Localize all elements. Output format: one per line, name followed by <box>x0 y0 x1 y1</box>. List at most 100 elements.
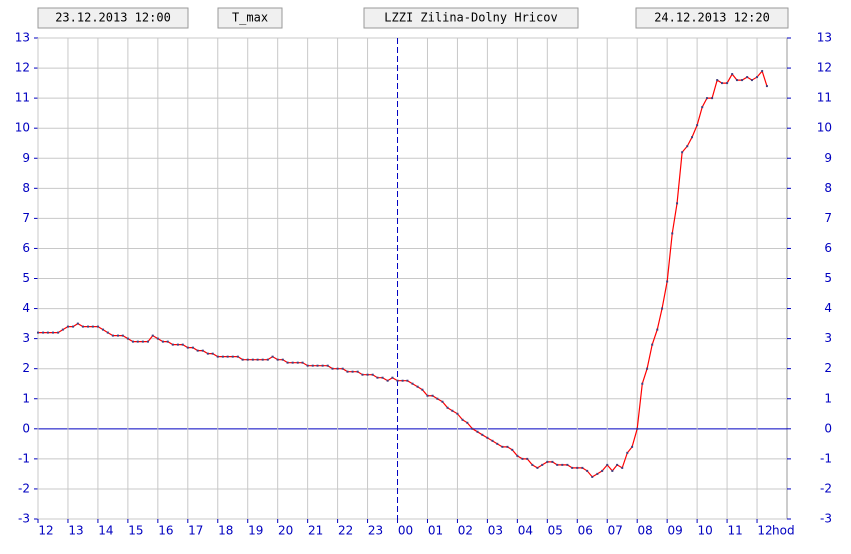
y2-tick-label: 9 <box>824 151 832 165</box>
data-point <box>441 400 444 403</box>
y-tick-label: 0 <box>22 421 30 435</box>
data-point <box>121 334 124 337</box>
y-tick-label: 10 <box>15 121 30 135</box>
data-point <box>651 343 654 346</box>
data-point <box>706 97 709 100</box>
y2-tick-label: -3 <box>820 512 832 526</box>
data-point <box>211 352 214 355</box>
data-point <box>686 145 689 148</box>
y-tick-label: 3 <box>22 331 30 345</box>
data-point <box>136 340 139 343</box>
data-point <box>106 331 109 334</box>
data-point <box>151 334 154 337</box>
data-point <box>51 331 54 334</box>
data-point <box>416 385 419 388</box>
x-tick-label: 19 <box>248 524 263 538</box>
data-point <box>401 379 404 382</box>
data-point <box>201 349 204 352</box>
data-point <box>631 445 634 448</box>
data-point <box>731 73 734 76</box>
y2-tick-label: 7 <box>824 211 832 225</box>
data-point <box>596 472 599 475</box>
data-point <box>251 358 254 361</box>
data-point <box>96 325 99 328</box>
data-point <box>426 394 429 397</box>
data-point <box>726 82 729 85</box>
x-tick-label: 21 <box>308 524 323 538</box>
data-point <box>57 331 60 334</box>
y-tick-label: -2 <box>18 481 30 495</box>
data-point <box>551 460 554 463</box>
data-point <box>516 454 519 457</box>
data-point <box>601 469 604 472</box>
data-point <box>536 466 539 469</box>
x-tick-label: 02 <box>458 524 473 538</box>
x-tick-label: 17 <box>188 524 203 538</box>
data-point <box>481 433 484 436</box>
x-tick-label: 07 <box>608 524 623 538</box>
data-point <box>141 340 144 343</box>
data-point <box>681 151 684 154</box>
data-point <box>436 397 439 400</box>
data-point <box>521 457 524 460</box>
data-point <box>246 358 249 361</box>
data-point <box>351 370 354 373</box>
data-point <box>81 325 84 328</box>
data-point <box>626 451 629 454</box>
data-point <box>42 331 45 334</box>
data-point <box>386 379 389 382</box>
y2-tick-label: 10 <box>817 121 832 135</box>
data-point <box>576 466 579 469</box>
header: 23.12.2013 12:00 T_max LZZI Zilina-Dolny… <box>37 7 789 29</box>
y-tick-label: 2 <box>22 361 30 375</box>
data-point <box>346 370 349 373</box>
data-point <box>171 343 174 346</box>
data-point <box>711 97 714 100</box>
data-point <box>541 463 544 466</box>
x-tick-label: 05 <box>548 524 563 538</box>
data-point <box>506 445 509 448</box>
data-point <box>666 280 669 283</box>
data-point <box>735 79 738 82</box>
data-point <box>66 325 69 328</box>
data-point <box>111 334 114 337</box>
data-point <box>166 340 169 343</box>
data-point <box>396 379 399 382</box>
y2-tick-label: 4 <box>824 301 832 315</box>
y2-tick-label: -2 <box>820 481 832 495</box>
data-point <box>691 136 694 139</box>
data-point <box>421 388 424 391</box>
data-point <box>741 79 744 82</box>
data-point <box>406 379 409 382</box>
x-tick-label: 18 <box>218 524 233 538</box>
data-point <box>661 307 664 310</box>
data-point <box>196 349 199 352</box>
data-point <box>381 376 384 379</box>
parameter: T_max <box>232 11 268 25</box>
station: LZZI Zilina-Dolny Hricov <box>384 11 557 25</box>
data-point <box>296 361 299 364</box>
data-point <box>716 79 719 82</box>
data-point <box>186 346 189 349</box>
data-point <box>491 439 494 442</box>
data-point <box>131 340 134 343</box>
data-point <box>720 82 723 85</box>
data-point <box>456 412 459 415</box>
data-point <box>646 367 649 370</box>
data-point <box>271 355 274 358</box>
data-point <box>356 370 359 373</box>
data-point <box>331 367 334 370</box>
data-point <box>411 382 414 385</box>
data-point <box>571 466 574 469</box>
data-point <box>606 463 609 466</box>
y2-tick-label: 11 <box>817 91 832 105</box>
data-point <box>91 325 94 328</box>
data-point <box>301 361 304 364</box>
data-point <box>72 325 75 328</box>
data-point <box>316 364 319 367</box>
data-point <box>446 406 449 409</box>
data-point <box>181 343 184 346</box>
data-point <box>676 202 679 205</box>
x-tick-label: 20 <box>278 524 293 538</box>
data-point <box>241 358 244 361</box>
